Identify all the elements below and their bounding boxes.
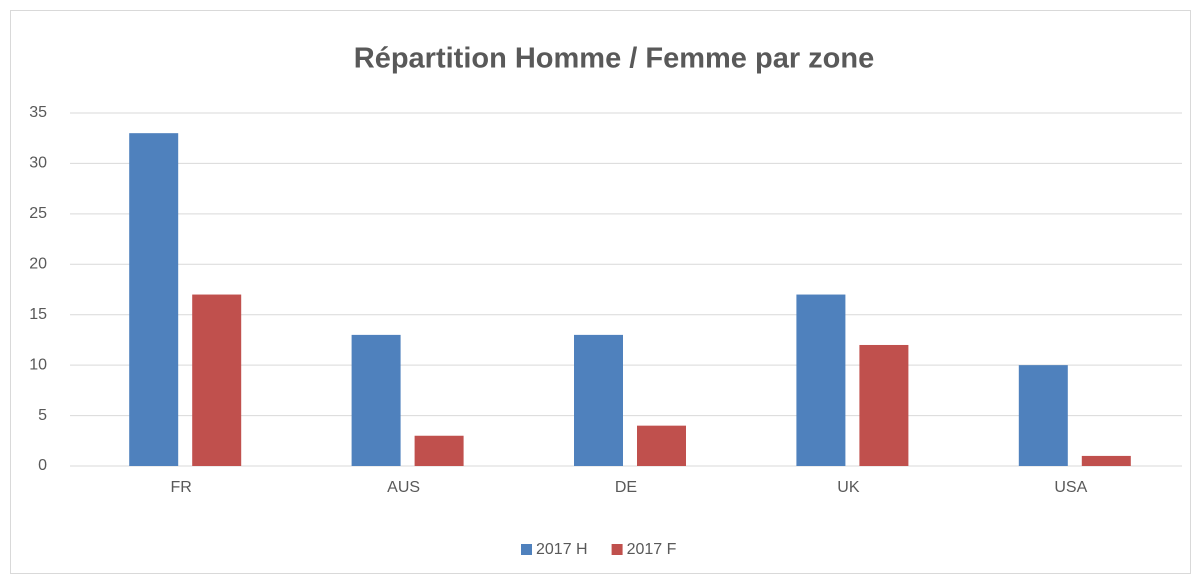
x-tick-label: UK <box>837 479 860 496</box>
y-tick-label: 0 <box>38 457 47 474</box>
legend-label: 2017 F <box>627 541 677 558</box>
bar <box>859 344 909 466</box>
y-tick-label: 5 <box>38 407 47 424</box>
bar <box>1081 455 1131 466</box>
x-tick-label: USA <box>1054 479 1087 496</box>
bar <box>351 334 401 466</box>
bar <box>637 425 686 466</box>
x-tick-label: FR <box>171 479 192 496</box>
chart-title: Répartition Homme / Femme par zone <box>354 43 875 75</box>
x-tick-label: AUS <box>387 479 420 496</box>
legend-swatch <box>611 544 623 555</box>
y-tick-label: 25 <box>29 205 47 222</box>
y-tick-label: 15 <box>29 306 47 323</box>
y-tick-label: 30 <box>29 155 47 172</box>
y-tick-label: 10 <box>29 356 47 373</box>
legend-swatch <box>521 544 532 555</box>
bar <box>796 294 846 466</box>
bar <box>1018 365 1068 466</box>
legend-label: 2017 H <box>536 541 588 558</box>
x-tick-label: DE <box>615 479 637 496</box>
chart-border <box>10 10 1191 574</box>
bar <box>192 294 242 466</box>
bar <box>129 133 179 466</box>
bar <box>414 435 464 466</box>
bar <box>574 334 623 466</box>
y-tick-label: 35 <box>29 104 47 121</box>
y-tick-label: 20 <box>29 256 47 273</box>
